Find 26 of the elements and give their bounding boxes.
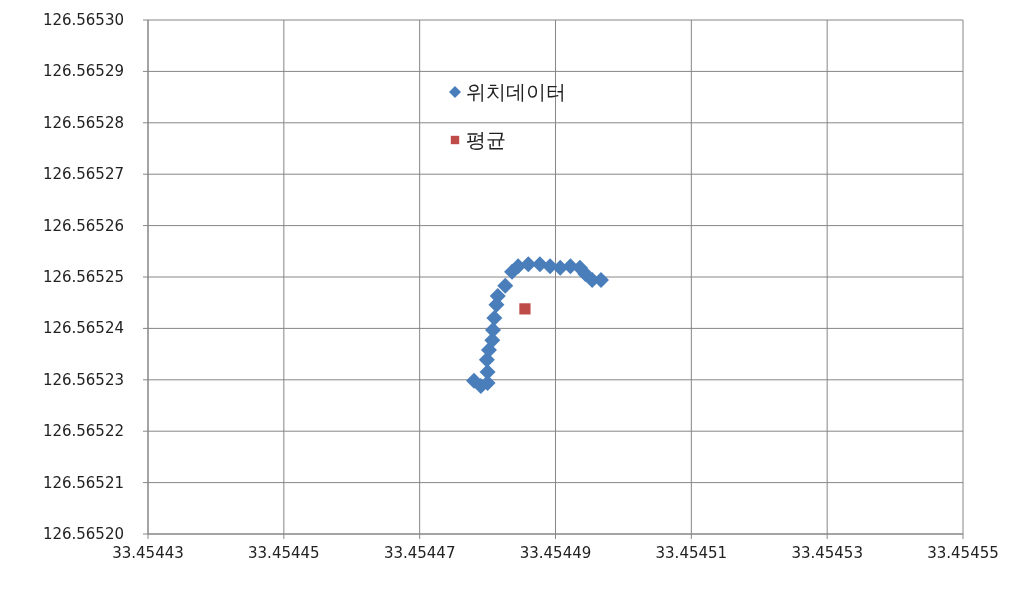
x-tick-label: 33.45449 (519, 544, 592, 562)
x-tick-label: 33.45447 (383, 544, 456, 562)
y-tick-label: 126.56524 (42, 319, 124, 338)
y-tick-label: 126.56527 (42, 165, 124, 184)
point (510, 258, 527, 275)
y-tick-label: 126.56529 (42, 62, 124, 81)
point (486, 310, 503, 327)
x-tick-label: 33.45445 (248, 544, 320, 562)
y-tick-label: 126.56530 (42, 11, 124, 29)
point (480, 341, 497, 358)
y-tick-label: 126.56525 (42, 268, 124, 286)
y-tick-label: 126.56521 (42, 473, 124, 492)
point (497, 277, 514, 294)
legend-label: 위치데이터 (466, 80, 566, 104)
y-tick-label: 126.56528 (42, 113, 124, 132)
y-tick-label: 126.56520 (42, 525, 124, 543)
x-tick-label: 33.45453 (791, 544, 863, 562)
legend-label: 평균 (466, 128, 506, 152)
point (519, 303, 531, 315)
y-tick-label: 126.56522 (42, 422, 124, 441)
x-tick-label: 33.45443 (112, 544, 184, 562)
y-tick-label: 126.56526 (42, 216, 124, 235)
point (485, 321, 502, 338)
y-tick-label: 126.56523 (42, 370, 124, 389)
x-tick-label: 33.45451 (655, 544, 728, 562)
x-tick-label: 33.45455 (927, 544, 999, 562)
